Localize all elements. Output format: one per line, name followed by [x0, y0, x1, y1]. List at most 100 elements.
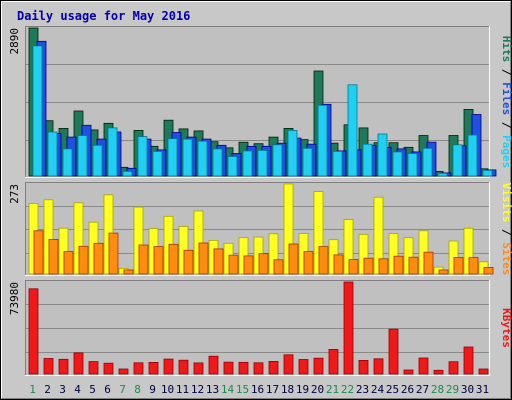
- bar-visits-day-20: [313, 191, 324, 275]
- bar-kbytes-day-13: [208, 355, 219, 375]
- x-label-day-24: 24: [371, 383, 385, 396]
- bar-sites-day-31: [483, 266, 494, 275]
- bar-pages-day-5: [92, 144, 103, 177]
- bar-kbytes-day-14: [223, 361, 234, 375]
- bar-visits-day-25: [388, 233, 399, 275]
- bar-pages-day-9: [152, 150, 163, 177]
- bar-pages-day-15: [242, 150, 253, 177]
- bar-kbytes-day-3: [58, 358, 69, 375]
- x-label-day-19: 19: [296, 383, 309, 396]
- chart-panels: 2890 Hits / Files / Pages 273 Visits / Site…: [8, 26, 512, 376]
- bar-pages-day-20: [317, 104, 328, 177]
- bar-pages-day-31: [482, 169, 493, 177]
- legend-kbytes: KBytes: [500, 308, 512, 348]
- legend-visits: Visits: [500, 183, 512, 223]
- bar-visits-day-2: [43, 199, 54, 275]
- bar-sites-day-9: [153, 246, 164, 275]
- x-label-day-13: 13: [206, 383, 219, 396]
- bar-kbytes-day-12: [193, 362, 204, 375]
- x-label-day-14: 14: [221, 383, 235, 396]
- x-label-day-6: 6: [104, 383, 111, 396]
- bar-visits-day-17: [268, 233, 279, 275]
- bar-pages-day-22: [347, 84, 358, 177]
- bar-pages-day-21: [332, 150, 343, 177]
- bar-sites-day-6: [108, 232, 119, 275]
- bar-sites-day-27: [423, 251, 434, 275]
- bar-kbytes-day-21: [328, 348, 339, 375]
- bar-sites-day-8: [138, 244, 149, 275]
- bar-kbytes-day-27: [418, 357, 429, 375]
- x-label-day-11: 11: [176, 383, 189, 396]
- x-label-day-18: 18: [281, 383, 294, 396]
- bar-kbytes-day-6: [103, 362, 114, 375]
- x-label-day-22: 22: [341, 383, 354, 396]
- panel-visits-sites-y-max-label: 273: [8, 184, 21, 204]
- bar-kbytes-day-24: [373, 358, 384, 375]
- x-label-day-29: 29: [446, 383, 459, 396]
- x-label-day-16: 16: [251, 383, 264, 396]
- bar-visits-day-22: [343, 219, 354, 275]
- bar-pages-day-18: [287, 129, 298, 177]
- bar-kbytes-day-17: [268, 360, 279, 375]
- bar-sites-day-17: [273, 259, 284, 275]
- x-label-day-30: 30: [461, 383, 474, 396]
- bar-pages-day-2: [47, 131, 58, 177]
- bar-sites-day-15: [243, 255, 254, 275]
- legend-separator: /: [500, 62, 512, 82]
- bar-pages-day-25: [392, 151, 403, 177]
- bar-sites-day-25: [393, 255, 404, 275]
- chart-title: Daily usage for May 2016: [17, 9, 190, 23]
- bar-kbytes-day-9: [148, 361, 159, 375]
- bar-kbytes-day-30: [463, 346, 474, 375]
- bar-sites-day-26: [408, 256, 419, 275]
- bar-pages-day-28: [437, 172, 448, 177]
- bar-sites-day-16: [258, 253, 269, 275]
- bar-visits-day-23: [358, 233, 369, 275]
- x-label-day-2: 2: [44, 383, 51, 396]
- bar-sites-day-7: [123, 269, 134, 275]
- bar-kbytes-day-26: [403, 369, 414, 375]
- bar-kbytes-day-31: [478, 368, 489, 375]
- bar-pages-day-8: [137, 136, 148, 177]
- x-label-day-31: 31: [476, 383, 489, 396]
- legend-separator: /: [500, 222, 512, 242]
- bar-kbytes-day-7: [118, 368, 129, 375]
- bar-kbytes-day-28: [433, 369, 444, 375]
- bar-pages-day-26: [407, 153, 418, 177]
- bar-kbytes-day-22: [343, 281, 354, 375]
- bar-visits-day-26: [403, 237, 414, 275]
- x-label-day-17: 17: [266, 383, 279, 396]
- bar-kbytes-day-29: [448, 361, 459, 375]
- bar-kbytes-day-16: [253, 362, 264, 375]
- x-label-day-8: 8: [134, 383, 141, 396]
- bar-sites-day-11: [183, 249, 194, 275]
- bar-visits-day-3: [58, 227, 69, 275]
- x-label-day-26: 26: [401, 383, 414, 396]
- legend-files: Files: [500, 82, 512, 115]
- bar-sites-day-28: [438, 269, 449, 275]
- x-label-day-12: 12: [191, 383, 204, 396]
- x-label-day-10: 10: [161, 383, 174, 396]
- panel-hits-files-pages-y-max-label: 2890: [8, 28, 21, 55]
- bar-pages-day-29: [452, 144, 463, 177]
- bar-sites-day-10: [168, 243, 179, 275]
- x-axis-labels: 1 2 3 4 5 6 7 8 9 10 11 12 13 14 15 16 17 18 19 20 21 22 23 24 2…: [29, 383, 489, 396]
- x-label-day-15: 15: [236, 383, 249, 396]
- bar-kbytes-day-25: [388, 328, 399, 375]
- bar-sites-day-14: [228, 254, 239, 275]
- x-label-day-3: 3: [59, 383, 66, 396]
- bar-pages-day-24: [377, 133, 388, 177]
- bar-sites-day-2: [48, 238, 59, 275]
- x-label-day-1: 1: [29, 383, 36, 396]
- x-label-day-5: 5: [89, 383, 96, 396]
- bar-kbytes-day-4: [73, 352, 84, 375]
- bar-kbytes-day-10: [163, 358, 174, 375]
- bar-sites-day-12: [198, 242, 209, 275]
- bar-pages-day-17: [272, 144, 283, 177]
- bar-sites-day-30: [468, 257, 479, 275]
- x-label-day-23: 23: [356, 383, 369, 396]
- bar-sites-day-23: [363, 257, 374, 275]
- panel-visits-sites-legend-label: Visits / Sites: [500, 183, 512, 276]
